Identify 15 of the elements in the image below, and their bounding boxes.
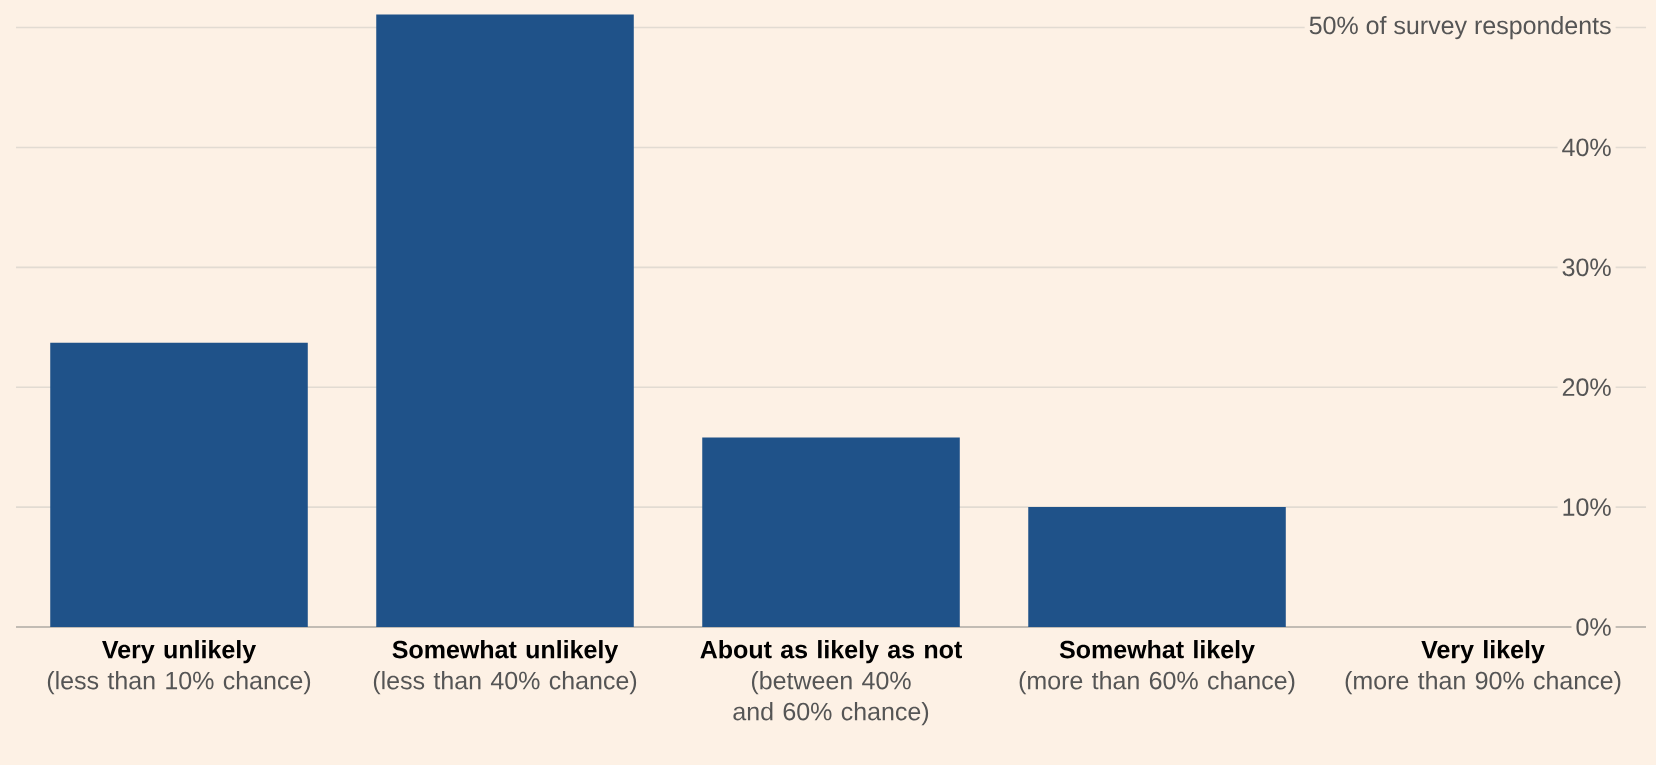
x-tick-label: Somewhat likely (more than 60% chance) xyxy=(1019,640,1295,695)
bar xyxy=(376,14,634,627)
x-tick-label: Somewhat unlikely (less than 40% chance) xyxy=(373,640,637,695)
x-tick-label: Very likely (more than 90% chance) xyxy=(1345,640,1621,695)
bar xyxy=(50,342,308,627)
bar xyxy=(702,437,960,627)
y-tick-label: 30% xyxy=(1562,258,1611,277)
y-tick-label: 20% xyxy=(1562,378,1611,397)
y-tick-label: 40% xyxy=(1562,138,1611,157)
y-tick-label: 0% xyxy=(1576,618,1611,636)
y-tick-label: 50% of survey respondents xyxy=(1309,15,1611,40)
bar xyxy=(1028,507,1286,627)
y-tick-label: 10% xyxy=(1563,498,1611,516)
x-tick-label: About as likely as not (between 40% and 60% chance) xyxy=(700,640,962,726)
x-tick-label: Very unlikely (less than 10% chance) xyxy=(47,640,311,695)
